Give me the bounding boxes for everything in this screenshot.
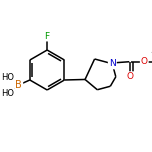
Text: HO: HO — [1, 74, 14, 83]
Text: B: B — [16, 80, 22, 90]
Text: N: N — [109, 59, 116, 68]
Text: HO: HO — [1, 90, 14, 98]
Text: F: F — [45, 32, 50, 41]
Text: O: O — [127, 72, 134, 81]
Text: O: O — [141, 57, 148, 66]
